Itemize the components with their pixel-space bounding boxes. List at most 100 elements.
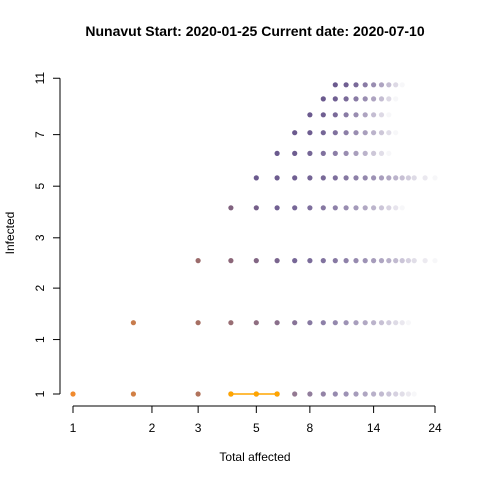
data-point <box>378 391 385 397</box>
data-point <box>386 205 392 211</box>
data-point <box>386 150 392 156</box>
y-tick-label: 3 <box>33 234 47 241</box>
data-point <box>343 205 349 211</box>
data-point <box>371 130 377 136</box>
data-point <box>320 150 326 156</box>
data-point <box>332 112 338 118</box>
y-tick-label: 1 <box>33 390 47 397</box>
data-point <box>292 391 298 397</box>
data-point <box>320 320 326 326</box>
data-point <box>195 258 201 264</box>
data-point <box>378 258 385 264</box>
data-point <box>432 175 438 181</box>
data-point <box>292 130 298 136</box>
data-point <box>411 175 417 181</box>
data-point <box>378 112 385 118</box>
data-point <box>362 96 368 102</box>
data-point <box>130 391 136 397</box>
data-point <box>353 175 359 181</box>
data-point <box>393 96 399 102</box>
data-point <box>292 258 298 264</box>
data-point <box>422 258 428 264</box>
data-point <box>405 391 411 397</box>
data-point <box>332 82 338 88</box>
data-point <box>378 82 385 88</box>
data-point <box>320 96 326 102</box>
data-point <box>422 175 428 181</box>
x-tick-label: 5 <box>253 421 260 435</box>
data-point <box>343 112 349 118</box>
data-point <box>362 258 368 264</box>
data-point <box>371 112 377 118</box>
x-tick-label: 2 <box>149 421 156 435</box>
data-point <box>399 82 405 88</box>
series-point <box>253 391 259 397</box>
x-tick-label: 1 <box>70 421 77 435</box>
data-point <box>378 320 385 326</box>
data-point <box>393 391 399 397</box>
data-point <box>253 258 259 264</box>
data-point <box>332 258 338 264</box>
data-point <box>371 205 377 211</box>
data-point <box>195 320 201 326</box>
data-point <box>343 175 349 181</box>
data-point <box>332 320 338 326</box>
data-point <box>274 150 280 156</box>
data-point <box>343 82 349 88</box>
data-point <box>399 320 405 326</box>
data-point <box>307 130 313 136</box>
data-point <box>362 175 368 181</box>
data-point <box>371 150 377 156</box>
data-point <box>405 175 411 181</box>
data-point <box>343 96 349 102</box>
data-point <box>362 205 368 211</box>
data-point <box>195 391 201 397</box>
data-point <box>320 175 326 181</box>
data-point <box>253 320 259 326</box>
data-point <box>292 205 298 211</box>
data-point <box>411 258 417 264</box>
data-point <box>307 205 313 211</box>
data-point <box>411 391 417 397</box>
series-point <box>274 391 280 397</box>
data-point <box>332 391 338 397</box>
data-point <box>371 391 377 397</box>
y-tick-label: 1 <box>33 336 47 343</box>
data-point <box>393 320 399 326</box>
chart-title: Nunavut Start: 2020-01-25 Current date: … <box>85 23 424 39</box>
y-tick-label: 7 <box>33 131 47 138</box>
data-point <box>292 175 298 181</box>
data-point <box>378 130 385 136</box>
data-point <box>393 175 399 181</box>
x-tick-label: 24 <box>428 421 442 435</box>
data-point <box>393 130 399 136</box>
data-point <box>371 82 377 88</box>
data-point <box>320 130 326 136</box>
data-point <box>378 150 385 156</box>
data-point <box>378 175 385 181</box>
y-tick-label: 2 <box>33 284 47 291</box>
data-point <box>343 150 349 156</box>
data-point <box>343 320 349 326</box>
data-point <box>353 258 359 264</box>
data-point <box>228 320 234 326</box>
data-point <box>292 150 298 156</box>
data-point <box>362 130 368 136</box>
data-point <box>371 96 377 102</box>
data-point <box>353 130 359 136</box>
data-point <box>228 205 234 211</box>
points-layer <box>70 82 438 397</box>
data-point <box>378 96 385 102</box>
data-point <box>362 391 368 397</box>
data-point <box>70 391 76 397</box>
data-point <box>274 205 280 211</box>
x-tick-label: 14 <box>367 421 381 435</box>
data-point <box>307 391 313 397</box>
data-point <box>386 258 392 264</box>
data-point <box>332 96 338 102</box>
data-point <box>371 175 377 181</box>
data-point <box>399 205 405 211</box>
data-point <box>320 205 326 211</box>
